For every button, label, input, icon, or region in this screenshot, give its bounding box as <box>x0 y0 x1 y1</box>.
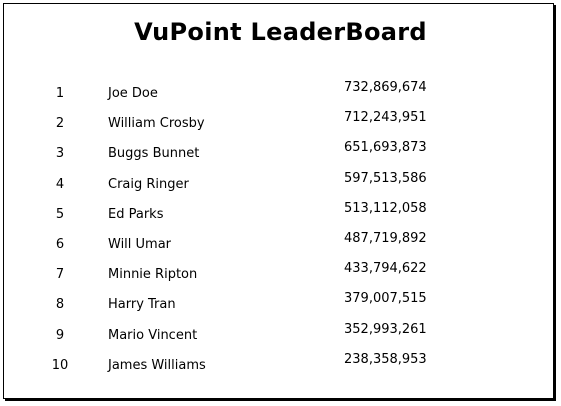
rank: 6 <box>55 236 65 252</box>
leaderboard-row: 7 Minnie Ripton 433,794,622 <box>0 261 561 291</box>
leaderboard-row: 1 Joe Doe 732,869,674 <box>0 80 561 110</box>
rank: 4 <box>55 176 65 192</box>
rank: 2 <box>55 116 65 132</box>
leaderboard-row: 8 Harry Tran 379,007,515 <box>0 291 561 321</box>
player-name: William Crosby <box>108 116 205 132</box>
score: 487,719,892 <box>344 230 427 246</box>
leaderboard-panel <box>3 3 554 399</box>
rank: 9 <box>55 327 65 343</box>
rank: 8 <box>55 297 65 313</box>
player-name: Ed Parks <box>108 206 164 222</box>
leaderboard-list: 1 Joe Doe 732,869,674 2 William Crosby 7… <box>0 80 561 382</box>
rank: 3 <box>55 146 65 162</box>
leaderboard-row: 6 Will Umar 487,719,892 <box>0 231 561 261</box>
leaderboard-row: 2 William Crosby 712,243,951 <box>0 110 561 140</box>
score: 597,513,586 <box>344 170 427 186</box>
rank: 5 <box>55 206 65 222</box>
player-name: Craig Ringer <box>108 176 189 192</box>
score: 352,993,261 <box>344 321 427 337</box>
leaderboard-row: 9 Mario Vincent 352,993,261 <box>0 322 561 352</box>
leaderboard-row: 10 James Williams 238,358,953 <box>0 352 561 382</box>
rank: 7 <box>55 267 65 283</box>
score: 238,358,953 <box>344 351 427 367</box>
score: 651,693,873 <box>344 140 427 156</box>
score: 712,243,951 <box>344 110 427 126</box>
player-name: James Williams <box>108 357 206 373</box>
score: 379,007,515 <box>344 291 427 307</box>
player-name: Mario Vincent <box>108 327 198 343</box>
leaderboard-row: 3 Buggs Bunnet 651,693,873 <box>0 140 561 170</box>
leaderboard-title: VuPoint LeaderBoard <box>134 18 427 46</box>
score: 732,869,674 <box>344 80 427 95</box>
player-name: Harry Tran <box>108 297 176 313</box>
rank: 10 <box>51 357 69 373</box>
score: 433,794,622 <box>344 261 427 277</box>
player-name: Buggs Bunnet <box>108 146 200 162</box>
player-name: Minnie Ripton <box>108 267 198 283</box>
player-name: Joe Doe <box>108 86 158 101</box>
leaderboard-row: 4 Craig Ringer 597,513,586 <box>0 171 561 201</box>
rank: 1 <box>55 86 65 101</box>
player-name: Will Umar <box>108 236 172 252</box>
score: 513,112,058 <box>344 200 427 216</box>
leaderboard-row: 5 Ed Parks 513,112,058 <box>0 201 561 231</box>
